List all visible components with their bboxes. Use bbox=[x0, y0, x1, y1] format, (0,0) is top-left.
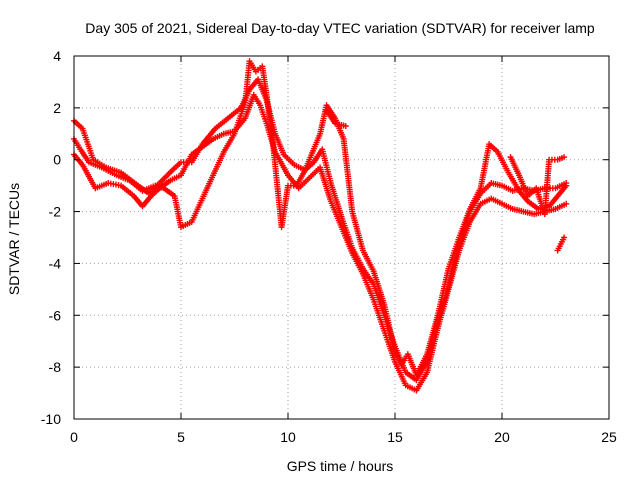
data-point bbox=[563, 200, 570, 207]
y-tick-label: -10 bbox=[41, 411, 61, 427]
y-tick-label: -2 bbox=[49, 204, 62, 220]
plot-frame bbox=[73, 55, 610, 420]
y-tick-label: 2 bbox=[53, 100, 61, 116]
y-tick-label: -6 bbox=[49, 307, 62, 323]
x-axis-title: GPS time / hours bbox=[287, 458, 394, 474]
y-axis-title: SDTVAR / TECUs bbox=[6, 183, 22, 295]
chart-title: Day 305 of 2021, Sidereal Day-to-day VTE… bbox=[85, 20, 595, 36]
axis-ticks: 0 5 10 15 20 25 -10 -8 -6 -4 -2 0 2 4 bbox=[41, 48, 617, 445]
series-track-b bbox=[71, 91, 570, 394]
data-marks bbox=[71, 58, 570, 394]
x-tick-label: 15 bbox=[387, 429, 403, 445]
x-tick-label: 0 bbox=[70, 429, 78, 445]
x-tick-label: 20 bbox=[494, 429, 510, 445]
grid bbox=[74, 56, 609, 419]
y-tick-label: -4 bbox=[49, 255, 62, 271]
data-point bbox=[563, 182, 570, 189]
data-point bbox=[342, 123, 349, 130]
data-point bbox=[561, 234, 568, 241]
y-tick-label: -8 bbox=[49, 359, 62, 375]
series-track-c bbox=[71, 58, 570, 378]
x-tick-label: 10 bbox=[280, 429, 296, 445]
y-tick-label: 0 bbox=[53, 152, 61, 168]
x-tick-label: 25 bbox=[601, 429, 617, 445]
y-tick-label: 4 bbox=[53, 48, 61, 64]
x-tick-label: 5 bbox=[177, 429, 185, 445]
series-track-d bbox=[323, 107, 568, 254]
data-point bbox=[561, 154, 568, 161]
